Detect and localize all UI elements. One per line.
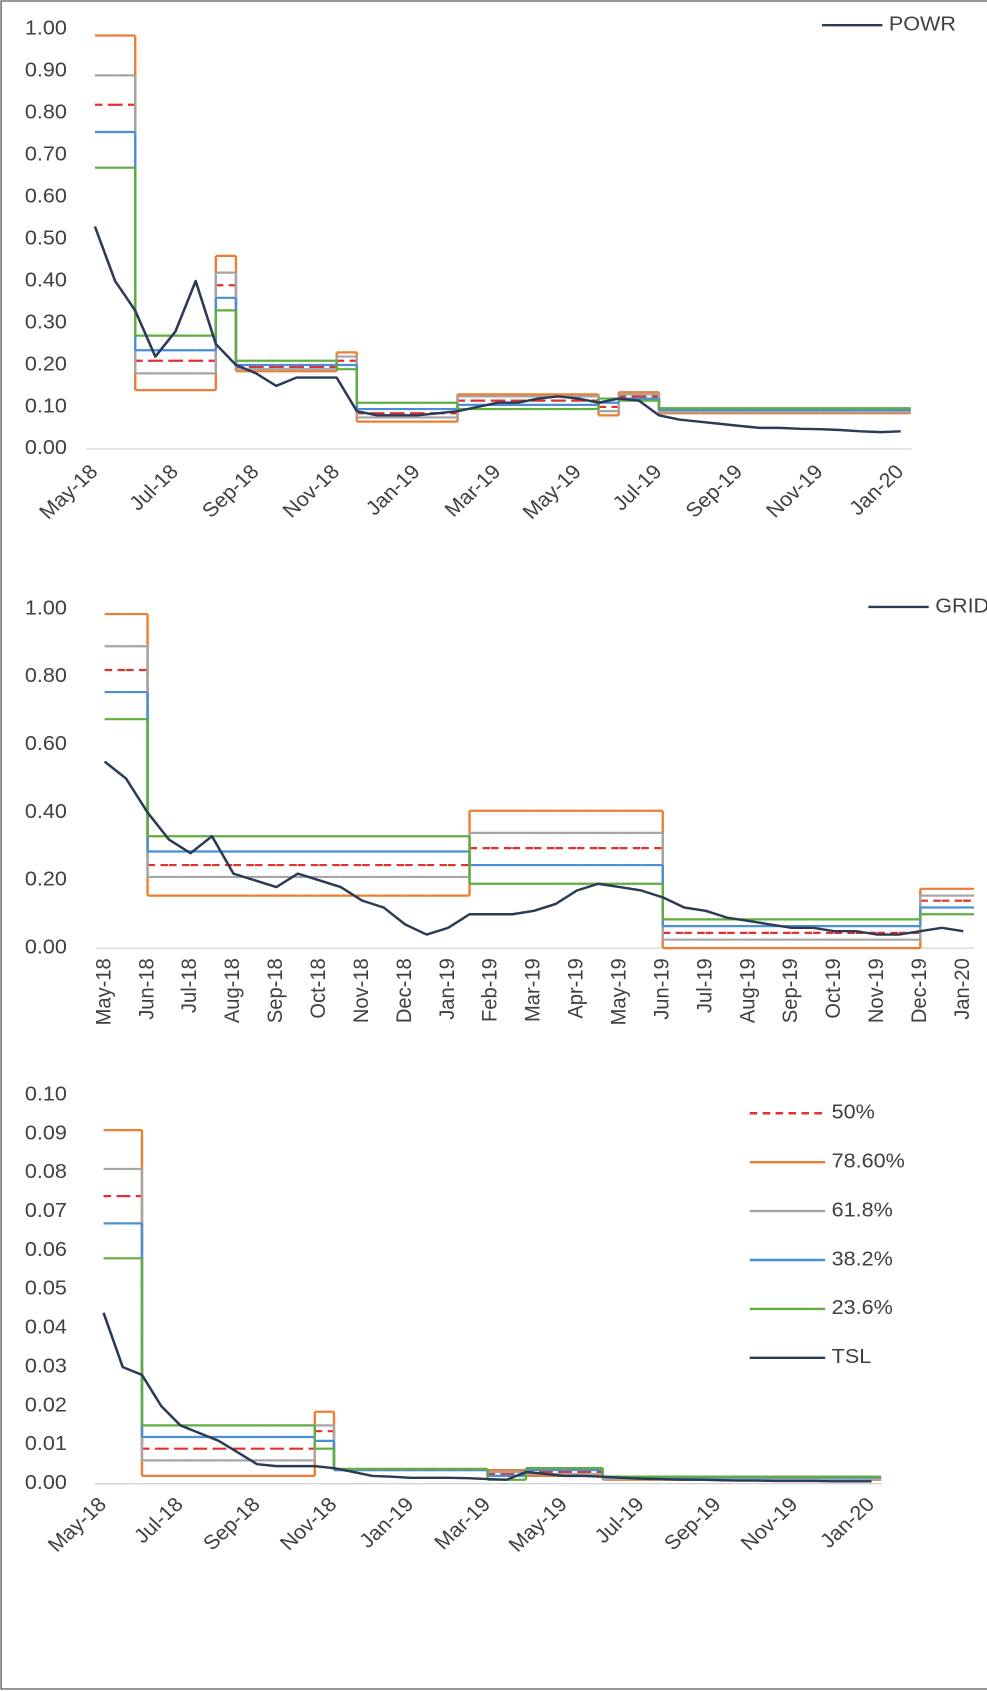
x-tick-label: Mar-19 (430, 1493, 495, 1554)
x-tick-label: Jun-19 (650, 958, 674, 1020)
x-tick-label: Nov-19 (864, 958, 888, 1023)
x-tick-label: Jul-18 (130, 1493, 188, 1547)
y-tick-label: 1.00 (25, 17, 67, 39)
legend-label: 78.60% (832, 1150, 905, 1172)
y-tick-label: 0.06 (25, 1238, 67, 1260)
x-tick-label: Jan-20 (816, 1493, 879, 1552)
y-tick-label: 0.01 (25, 1433, 67, 1455)
x-tick-label: Jan-19 (361, 461, 424, 520)
y-tick-label: 0.40 (25, 269, 67, 291)
y-tick-label: 0.20 (25, 353, 67, 375)
x-tick-label: Mar-19 (521, 958, 545, 1022)
y-tick-label: 0.00 (25, 936, 67, 958)
x-tick-label: Jul-18 (178, 958, 202, 1013)
x-tick-label: Dec-18 (392, 958, 416, 1023)
x-tick-label: May-19 (518, 461, 586, 524)
x-tick-label: Aug-18 (221, 958, 245, 1023)
x-tick-label: Apr-19 (564, 958, 588, 1018)
legend-label: GRID (935, 595, 987, 617)
x-tick-label: Oct-18 (306, 958, 330, 1018)
y-tick-label: 0.00 (25, 1472, 67, 1494)
x-tick-label: May-19 (504, 1493, 572, 1556)
y-tick-label: 0.50 (25, 227, 67, 249)
x-tick-label: May-18 (35, 461, 103, 524)
x-tick-label: Nov-18 (278, 461, 344, 523)
x-tick-label: Feb-19 (478, 958, 502, 1022)
price-line (93, 226, 901, 434)
x-tick-label: Jan-20 (845, 461, 908, 520)
x-tick-label: Jan-19 (435, 958, 459, 1020)
legend-label: 50% (832, 1101, 875, 1123)
x-tick-label: Nov-18 (276, 1493, 342, 1555)
y-tick-label: 0.70 (25, 143, 67, 165)
y-tick-label: 0.40 (25, 800, 67, 822)
x-tick-label: Sep-19 (660, 1493, 726, 1555)
x-tick-label: Nov-19 (762, 461, 828, 523)
legend-label: 23.6% (832, 1297, 893, 1319)
x-tick-label: Jul-19 (590, 1493, 648, 1547)
y-tick-label: 0.03 (25, 1355, 67, 1377)
legend-label: POWR (889, 13, 956, 35)
x-tick-label: Jun-18 (135, 958, 159, 1020)
x-tick-label: Sep-18 (199, 1493, 265, 1555)
y-tick-label: 0.00 (25, 437, 67, 459)
legend-label: 61.8% (832, 1199, 893, 1221)
y-tick-label: 0.60 (25, 185, 67, 207)
y-tick-label: 0.05 (25, 1277, 67, 1299)
x-tick-label: May-18 (44, 1493, 112, 1556)
y-tick-label: 0.07 (25, 1200, 67, 1222)
y-tick-label: 0.60 (25, 733, 67, 755)
legend-label: TSL (832, 1346, 872, 1368)
x-tick-label: Sep-19 (779, 958, 803, 1023)
y-tick-label: 0.80 (25, 101, 67, 123)
x-tick-label: Jan-20 (950, 958, 974, 1020)
x-tick-label: Nov-18 (349, 958, 373, 1023)
y-tick-label: 0.10 (25, 1083, 67, 1105)
x-tick-label: Sep-18 (263, 958, 287, 1023)
x-tick-label: Sep-18 (198, 461, 264, 523)
price-line (102, 1312, 872, 1483)
y-tick-label: 0.20 (25, 868, 67, 890)
y-tick-label: 0.09 (25, 1122, 67, 1144)
y-tick-label: 1.00 (25, 597, 67, 619)
x-tick-label: Jul-18 (125, 461, 183, 515)
legend-label: 38.2% (832, 1248, 893, 1270)
y-tick-label: 0.10 (25, 395, 67, 417)
y-tick-label: 0.30 (25, 311, 67, 333)
y-tick-label: 0.02 (25, 1394, 67, 1416)
x-tick-label: Sep-19 (681, 461, 747, 523)
y-tick-label: 0.04 (25, 1316, 67, 1338)
x-tick-label: Jul-19 (608, 461, 666, 515)
y-tick-label: 0.90 (25, 59, 67, 81)
x-tick-label: May-18 (92, 958, 116, 1025)
y-tick-label: 0.08 (25, 1161, 67, 1183)
x-tick-label: Nov-19 (736, 1493, 802, 1555)
x-tick-label: May-19 (607, 958, 631, 1025)
x-tick-label: Jan-19 (355, 1493, 418, 1552)
x-tick-label: Oct-19 (822, 958, 846, 1018)
price-line (103, 760, 964, 936)
x-tick-label: Dec-19 (907, 958, 931, 1023)
x-tick-label: Jul-19 (693, 958, 717, 1013)
y-tick-label: 0.80 (25, 665, 67, 687)
x-tick-label: Mar-19 (440, 461, 505, 522)
x-tick-label: Aug-19 (736, 958, 760, 1023)
